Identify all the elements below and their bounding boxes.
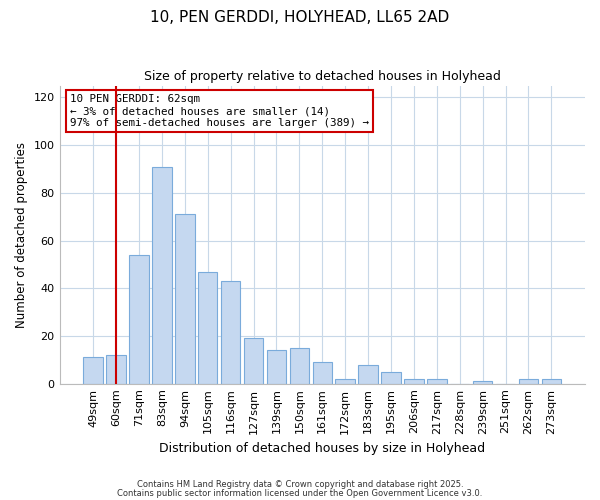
Bar [244, 338, 263, 384]
Bar [267, 350, 286, 384]
Bar [175, 214, 194, 384]
Bar [129, 255, 149, 384]
Bar [404, 379, 424, 384]
Text: Contains HM Land Registry data © Crown copyright and database right 2025.: Contains HM Land Registry data © Crown c… [137, 480, 463, 489]
Bar [290, 348, 309, 384]
Bar [473, 382, 493, 384]
Bar [542, 379, 561, 384]
Bar [83, 358, 103, 384]
Text: Contains public sector information licensed under the Open Government Licence v3: Contains public sector information licen… [118, 488, 482, 498]
Bar [335, 379, 355, 384]
Bar [381, 372, 401, 384]
Bar [427, 379, 446, 384]
Bar [152, 166, 172, 384]
Bar [106, 355, 126, 384]
Text: 10 PEN GERDDI: 62sqm
← 3% of detached houses are smaller (14)
97% of semi-detach: 10 PEN GERDDI: 62sqm ← 3% of detached ho… [70, 94, 369, 128]
Bar [198, 272, 217, 384]
Bar [519, 379, 538, 384]
X-axis label: Distribution of detached houses by size in Holyhead: Distribution of detached houses by size … [159, 442, 485, 455]
Bar [221, 281, 241, 384]
Title: Size of property relative to detached houses in Holyhead: Size of property relative to detached ho… [144, 70, 501, 83]
Bar [358, 364, 378, 384]
Text: 10, PEN GERDDI, HOLYHEAD, LL65 2AD: 10, PEN GERDDI, HOLYHEAD, LL65 2AD [151, 10, 449, 25]
Bar [313, 362, 332, 384]
Y-axis label: Number of detached properties: Number of detached properties [15, 142, 28, 328]
